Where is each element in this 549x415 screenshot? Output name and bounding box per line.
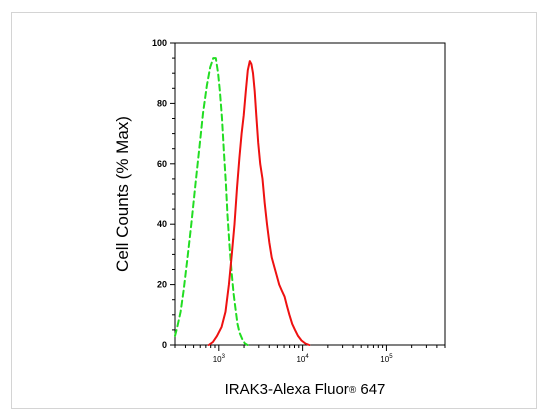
x-tick-label: 104 — [296, 354, 309, 364]
y-tick-label: 40 — [157, 219, 167, 229]
series-line-dashed — [174, 57, 249, 346]
x-axis-label-registered-mark: ® — [349, 385, 357, 396]
y-tick-label: 20 — [157, 280, 167, 290]
x-axis-label: IRAK3-Alexa Fluor® 647 — [225, 381, 386, 398]
y-tick-label: 0 — [162, 340, 167, 350]
x-axis: 103 104 105 — [174, 345, 446, 364]
plot-border — [174, 42, 446, 346]
y-tick-label: 60 — [157, 159, 167, 169]
x-axis-label-main: IRAK3-Alexa Fluor — [225, 381, 349, 398]
x-tick-label: 105 — [380, 354, 393, 364]
x-axis-label-suffix: 647 — [356, 381, 385, 398]
chart-frame — [11, 12, 537, 409]
y-axis-label: Cell Counts (% Max) — [113, 116, 132, 272]
x-tick-label: 103 — [213, 354, 226, 364]
series-line-solid — [207, 60, 311, 346]
plot-area — [174, 42, 446, 346]
y-axis: 0 20 40 60 80 100 — [152, 38, 175, 350]
y-tick-label: 100 — [152, 38, 167, 48]
y-tick-label: 80 — [157, 98, 167, 108]
series-layer — [174, 57, 311, 346]
